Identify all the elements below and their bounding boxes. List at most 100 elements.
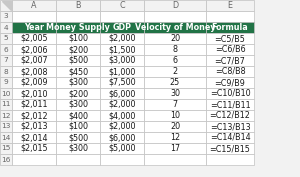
Bar [100,121,144,132]
Bar [206,77,254,88]
Bar [12,121,56,132]
Bar [144,0,206,11]
Bar [0,22,12,33]
Bar [144,143,206,154]
Text: $6,000: $6,000 [108,89,136,98]
Text: =C9/B9: =C9/B9 [214,78,245,87]
Text: Velocity of Money: Velocity of Money [135,23,215,32]
Bar [144,121,206,132]
Bar [56,121,100,132]
Bar [100,154,144,165]
Bar [144,55,206,66]
Text: $500: $500 [68,56,88,65]
Text: $300: $300 [68,100,88,109]
Text: Year: Year [24,23,44,32]
Bar [144,22,206,33]
Bar [206,88,254,99]
Text: 12: 12 [1,113,11,118]
Text: $300: $300 [68,144,88,153]
Text: =C5/B5: =C5/B5 [214,34,245,43]
Text: $2,009: $2,009 [20,78,48,87]
Bar [12,66,56,77]
Bar [206,44,254,55]
Bar [56,77,100,88]
Bar [100,99,144,110]
Text: 8: 8 [172,45,178,54]
Bar [12,55,56,66]
Text: 16: 16 [1,156,11,162]
Bar [206,0,254,11]
Text: $2,013: $2,013 [20,122,48,131]
Bar [12,77,56,88]
Text: 17: 17 [170,144,180,153]
Text: 30: 30 [170,89,180,98]
Text: 3: 3 [4,13,8,19]
Bar [0,154,12,165]
Bar [56,132,100,143]
Text: 14: 14 [1,135,11,141]
Bar [0,0,12,11]
Bar [100,11,144,22]
Bar [206,11,254,22]
Text: $300: $300 [68,78,88,87]
Text: 13: 13 [1,124,11,130]
Bar [12,143,56,154]
Text: $400: $400 [68,111,88,120]
Bar [56,0,100,11]
Text: GDP: GDP [112,23,131,32]
Text: 20: 20 [170,122,180,131]
Text: $500: $500 [68,133,88,142]
Bar [144,88,206,99]
Text: 15: 15 [1,145,11,152]
Text: =C6/B6: =C6/B6 [215,45,245,54]
Bar [0,99,12,110]
Bar [144,33,206,44]
Bar [12,110,56,121]
Bar [100,66,144,77]
Bar [12,11,56,22]
Text: $2,006: $2,006 [20,45,48,54]
Text: $2,000: $2,000 [108,122,136,131]
Bar [100,44,144,55]
Bar [100,110,144,121]
Bar [100,0,144,11]
Text: =C11/B11: =C11/B11 [210,100,250,109]
Bar [100,132,144,143]
Bar [0,132,12,143]
Bar [206,55,254,66]
Bar [206,154,254,165]
Bar [56,33,100,44]
Text: =C10/B10: =C10/B10 [210,89,250,98]
Bar [0,77,12,88]
Bar [12,154,56,165]
Bar [56,143,100,154]
Bar [206,33,254,44]
Text: $100: $100 [68,34,88,43]
Bar [206,121,254,132]
Bar [56,66,100,77]
Text: $2,000: $2,000 [108,100,136,109]
Bar [100,33,144,44]
Bar [12,44,56,55]
Text: $7,500: $7,500 [108,78,136,87]
Bar [144,132,206,143]
Bar [0,11,12,22]
Text: 6: 6 [172,56,178,65]
Bar [56,154,100,165]
Text: =C12/B12: =C12/B12 [210,111,250,120]
Text: 11: 11 [1,101,11,107]
Text: $100: $100 [68,122,88,131]
Text: 5: 5 [4,36,8,41]
Bar [56,110,100,121]
Text: =C15/B15: =C15/B15 [210,144,250,153]
Text: 20: 20 [170,34,180,43]
Bar [144,11,206,22]
Text: $200: $200 [68,45,88,54]
Bar [56,22,100,33]
Bar [56,55,100,66]
Text: $200: $200 [68,89,88,98]
Text: =C8/B8: =C8/B8 [215,67,245,76]
Bar [144,66,206,77]
Text: 10: 10 [1,90,11,96]
Bar [206,132,254,143]
